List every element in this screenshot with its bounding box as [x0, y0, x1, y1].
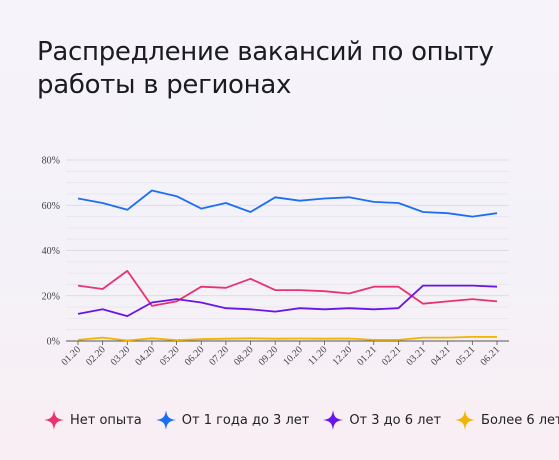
y-tick-label: 80%	[42, 156, 60, 167]
legend-item: От 3 до 6 лет	[323, 410, 441, 430]
chart-legend: Нет опыта От 1 года до 3 лет От 3 до 6 лет…	[44, 407, 559, 433]
x-tick-label: 01.20	[59, 344, 83, 368]
legend-label: Более 6 лет	[481, 412, 559, 428]
x-tick-label: 05.20	[158, 344, 182, 368]
series-line-1	[77, 269, 498, 307]
y-tick-label: 40%	[42, 246, 60, 257]
x-tick-label: 06.20	[183, 344, 207, 368]
series-line-3	[77, 284, 498, 318]
x-tick-label: 03.21	[404, 344, 428, 368]
y-tick-label: 20%	[42, 291, 60, 302]
series-line-4	[77, 335, 497, 342]
x-tick-label: 04.20	[133, 344, 157, 368]
y-tick-label: 60%	[42, 201, 60, 212]
x-tick-label: 06.21	[478, 344, 502, 368]
legend-label: От 1 года до 3 лет	[181, 412, 310, 428]
x-tick-label: 02.20	[84, 344, 108, 368]
series-line-2	[77, 189, 498, 218]
sparkle-icon	[44, 410, 64, 430]
x-tick-label: 10.20	[281, 344, 305, 368]
x-tick-label: 09.20	[257, 344, 281, 368]
x-tick-label: 01.21	[355, 344, 379, 368]
y-axis-ticks: 0% 20% 40% 60% 80%	[42, 156, 60, 348]
chart-title: Распредление вакансий по опыту работы в …	[37, 37, 494, 100]
x-tick-label: 04.21	[429, 344, 453, 368]
x-tick-label: 12.20	[331, 344, 355, 368]
x-tick-label: 03.20	[109, 344, 133, 368]
x-axis-ticks: 01.20 02.20 03.20 04.20 05.20 06.20 07.20 08.20…	[59, 341, 502, 368]
legend-label: От 3 до 6 лет	[349, 412, 442, 428]
x-tick-label: 08.20	[232, 344, 256, 368]
x-tick-label: 11.20	[306, 344, 329, 367]
sparkle-icon	[323, 410, 344, 430]
x-tick-label: 07.20	[207, 344, 231, 368]
x-tick-label: 02.21	[380, 344, 404, 368]
legend-item: Нет опыта	[44, 410, 142, 430]
y-tick-label: 0%	[47, 337, 60, 348]
legend-label: Нет опыта	[70, 412, 142, 428]
x-tick-label: 05.21	[454, 344, 478, 368]
legend-item: От 1 года до 3 лет	[155, 410, 310, 430]
sparkle-icon	[455, 410, 476, 430]
series-lines	[77, 189, 498, 342]
chart-grid	[66, 159, 509, 342]
sparkle-icon	[155, 410, 176, 430]
legend-item: Более 6 лет	[455, 410, 559, 430]
